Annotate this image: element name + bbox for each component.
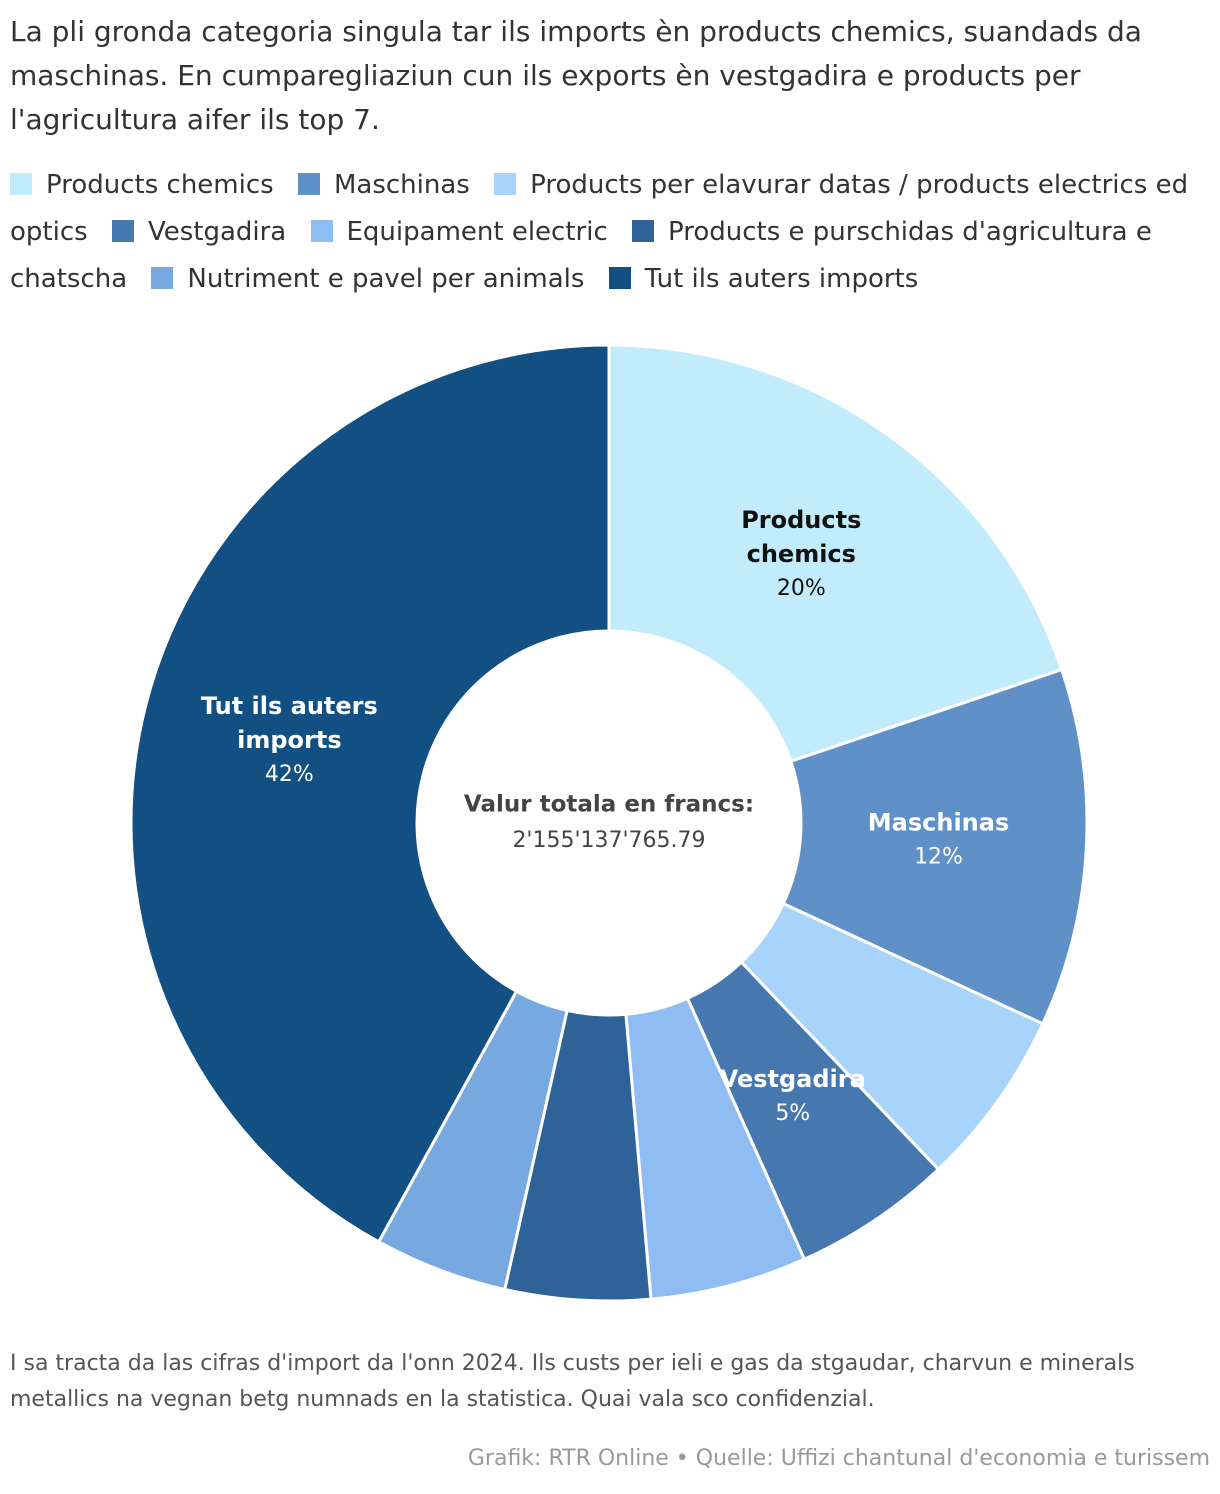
chart: Products chemics 20% Maschinas 12% Vestgadira… — [129, 343, 1089, 1303]
legend-label: Products per elavurar datas / products e… — [10, 170, 1189, 247]
legend-swatch — [151, 267, 174, 289]
slice — [129, 343, 611, 1244]
legend-swatch — [297, 173, 320, 195]
slice-value: 20% — [777, 576, 826, 601]
slice-label: Maschinas — [868, 809, 1009, 837]
legend-item: Products chemics — [10, 170, 274, 200]
legend-item: Vestgadira — [111, 217, 287, 247]
slice-value: 5% — [775, 1101, 810, 1126]
legend-label: Tut ils auters imports — [644, 264, 919, 294]
center-label: Valur totala en francs: — [464, 792, 754, 818]
legend-swatch — [632, 220, 655, 242]
legend-item: Products e purschidas d'agricultura e ch… — [10, 217, 1152, 294]
note: I sa tracta da las cifras d'import da l'… — [10, 1351, 1135, 1412]
legend-item: Equipament electric — [310, 217, 608, 247]
slice-label: Vestgadira — [720, 1065, 866, 1093]
legend-label: Maschinas — [333, 170, 470, 200]
legend-swatch — [608, 267, 631, 289]
slice — [607, 343, 1064, 764]
legend-label: Equipament electric — [346, 217, 608, 247]
legend-item: Products per elavurar datas / products e… — [10, 170, 1188, 247]
legend: Products chemics Maschinas Products per … — [10, 162, 1210, 303]
legend-item: Tut ils auters imports — [608, 264, 919, 294]
legend-label: Nutriment e pavel per animals — [187, 264, 585, 294]
slice-label: Tut ils auters imports — [201, 692, 378, 754]
source: Grafik: RTR Online • Quelle: Uffizi chan… — [467, 1446, 1210, 1471]
chart-title: La pli gronda categoria singula tar ils … — [10, 15, 1142, 136]
slice — [781, 667, 1089, 1026]
slice-label: Products chemics — [741, 506, 861, 568]
legend-swatch — [310, 220, 333, 242]
slice-value: 12% — [914, 845, 963, 870]
legend-item: Maschinas — [297, 170, 470, 200]
legend-swatch — [10, 173, 32, 195]
center-value: 2'155'137'765.79 — [512, 828, 705, 853]
legend-swatch — [111, 220, 134, 242]
legend-swatch — [494, 173, 517, 195]
legend-item: Nutriment e pavel per animals — [151, 264, 584, 294]
legend-label: Products chemics — [46, 170, 274, 200]
slice-value: 42% — [265, 762, 314, 787]
legend-label: Products e purschidas d'agricultura e ch… — [10, 217, 1152, 294]
legend-label: Vestgadira — [147, 217, 287, 247]
